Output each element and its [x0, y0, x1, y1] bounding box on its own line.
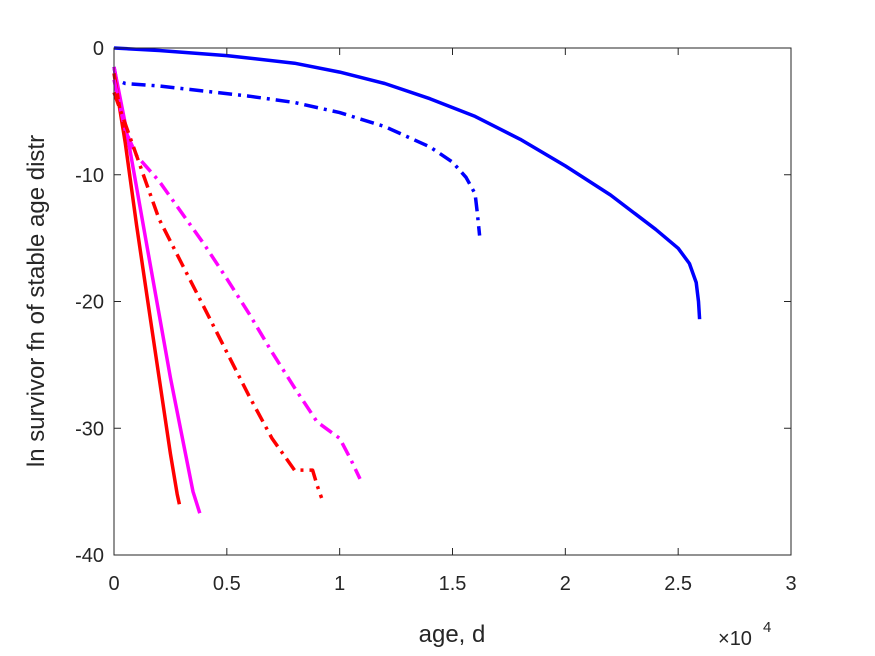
- x-exponent-times: ×: [718, 628, 730, 650]
- series-line-2: [112, 66, 482, 236]
- x-exponent-power: 4: [763, 619, 771, 636]
- x-tick-label: 2.5: [664, 573, 692, 595]
- x-tick-label: 1: [334, 573, 345, 595]
- y-tick-label: -10: [75, 165, 104, 187]
- x-tick-label: 1.5: [439, 573, 467, 595]
- y-axis-label: ln survivor fn of stable age distr: [23, 135, 50, 467]
- series-line-3: [112, 66, 202, 514]
- series-line-4: [112, 73, 182, 505]
- x-tick-label: 0: [108, 573, 119, 595]
- x-tick-label: 3: [785, 573, 796, 595]
- series-line-1: [113, 46, 702, 320]
- svg-text:×10: ×10: [718, 628, 752, 650]
- x-axis-label: age, d: [419, 621, 486, 648]
- x-tick-label: 0.5: [213, 573, 241, 595]
- x-exponent-label: ×10 4: [718, 619, 771, 650]
- series-layer: [112, 46, 702, 514]
- series-line-5: [112, 79, 362, 480]
- y-tick-label: 0: [93, 38, 104, 60]
- y-tick-label: -20: [75, 292, 104, 314]
- y-tick-label: -30: [75, 418, 104, 440]
- x-exponent-base: 10: [730, 628, 752, 650]
- series-line-6: [112, 91, 324, 499]
- y-tick-label: -40: [75, 545, 104, 567]
- plot-area: [114, 48, 791, 555]
- ticks-layer: 0 0.5 1 1.5 2 2.5 3 0 -10 -20 -30 -40: [75, 38, 796, 595]
- x-tick-label: 2: [560, 573, 571, 595]
